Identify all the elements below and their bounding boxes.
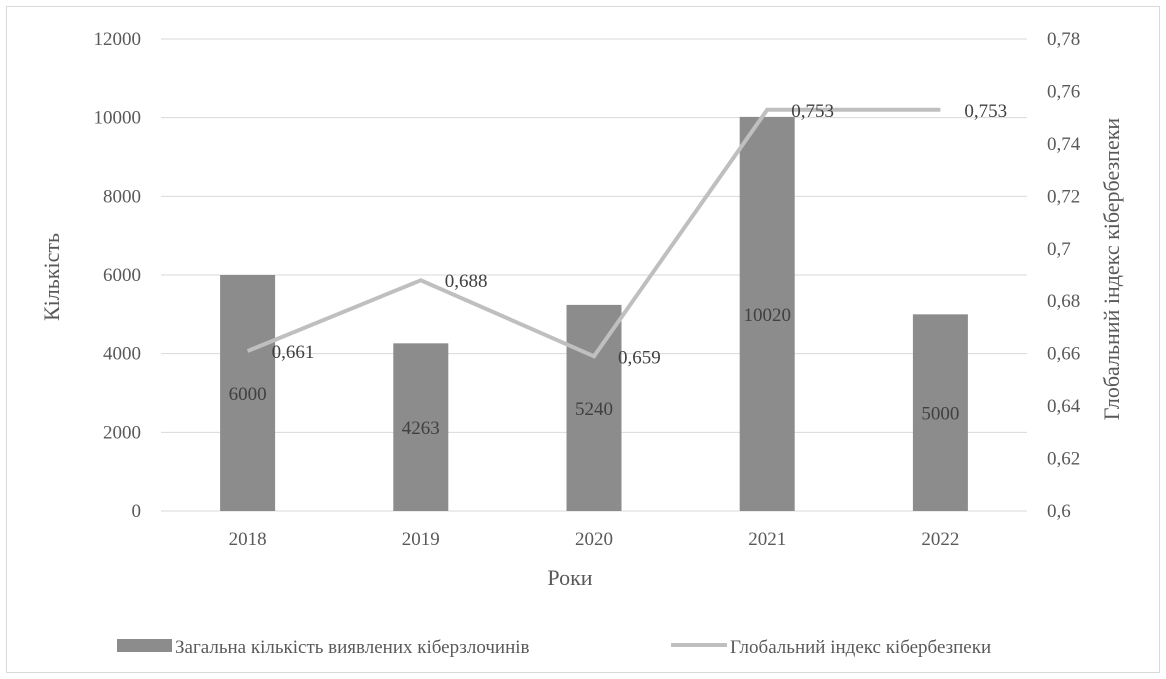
line-series — [246, 107, 941, 359]
x-tick-label: 2020 — [575, 529, 613, 550]
y2-tick-label: 0,62 — [1047, 449, 1080, 470]
x-axis-ticks: 2018 2019 2020 2021 2022 — [229, 529, 960, 550]
y2-tick-label: 0,64 — [1047, 396, 1081, 417]
line-data-label: 0,659 — [618, 347, 661, 368]
y2-axis-title: Глобальний індекс кібербезпеки — [1099, 118, 1124, 421]
bar-data-label: 10020 — [743, 305, 791, 326]
bar-data-label: 4263 — [402, 418, 440, 439]
bar-data-label: 5000 — [921, 404, 959, 425]
y2-tick-label: 0,74 — [1047, 134, 1081, 155]
left-axis-ticks: 0 2000 4000 6000 8000 10000 12000 — [94, 29, 142, 522]
y-tick-label: 12000 — [94, 29, 142, 50]
y-tick-label: 4000 — [103, 344, 141, 365]
line-data-label: 0,753 — [964, 101, 1007, 122]
y-tick-label: 8000 — [103, 186, 141, 207]
line-data-labels: 0,661 0,688 0,659 0,753 0,753 — [272, 101, 1008, 368]
right-axis-ticks: 0,6 0,62 0,64 0,66 0,68 0,7 0,72 0,74 0,76 0,78 — [1047, 29, 1081, 522]
x-tick-label: 2019 — [402, 529, 440, 550]
x-tick-label: 2021 — [748, 529, 786, 550]
bar — [739, 116, 795, 511]
x-tick-label: 2018 — [229, 529, 267, 550]
bar-data-label: 6000 — [229, 384, 267, 405]
bar — [393, 343, 449, 511]
line-data-label: 0,688 — [445, 271, 488, 292]
bar-series — [220, 116, 968, 511]
bar — [566, 304, 622, 511]
legend-line-label: Глобальний індекс кібербезпеки — [730, 637, 991, 658]
line-data-label: 0,753 — [791, 101, 834, 122]
y2-tick-label: 0,72 — [1047, 186, 1080, 207]
y2-tick-label: 0,6 — [1047, 501, 1071, 522]
y-tick-label: 2000 — [103, 422, 141, 443]
x-tick-label: 2022 — [921, 529, 959, 550]
legend-bar-swatch — [117, 639, 172, 652]
bar-data-label: 5240 — [575, 399, 613, 420]
combo-chart: 6000 4263 5240 10020 5000 0,661 0,688 0,659 0,7… — [39, 29, 1124, 658]
y2-tick-label: 0,76 — [1047, 81, 1080, 102]
line-path — [246, 107, 941, 359]
chart-frame: 6000 4263 5240 10020 5000 0,661 0,688 0,659 0,7… — [6, 6, 1160, 673]
x-axis-title: Роки — [547, 565, 592, 590]
y2-tick-label: 0,78 — [1047, 29, 1080, 50]
legend: Загальна кількість виявлених кіберзлочин… — [117, 637, 991, 658]
y-tick-label: 0 — [132, 501, 142, 522]
y2-tick-label: 0,66 — [1047, 344, 1080, 365]
y-axis-title: Кількість — [39, 233, 64, 321]
y2-tick-label: 0,7 — [1047, 239, 1071, 260]
bar-data-labels: 6000 4263 5240 10020 5000 — [229, 305, 960, 439]
line-data-label: 0,661 — [272, 342, 315, 363]
bar — [220, 275, 276, 511]
y-tick-label: 6000 — [103, 265, 141, 286]
y-tick-label: 10000 — [94, 108, 142, 129]
y2-tick-label: 0,68 — [1047, 291, 1080, 312]
bar — [912, 314, 968, 511]
legend-bar-label: Загальна кількість виявлених кіберзлочин… — [175, 637, 530, 658]
